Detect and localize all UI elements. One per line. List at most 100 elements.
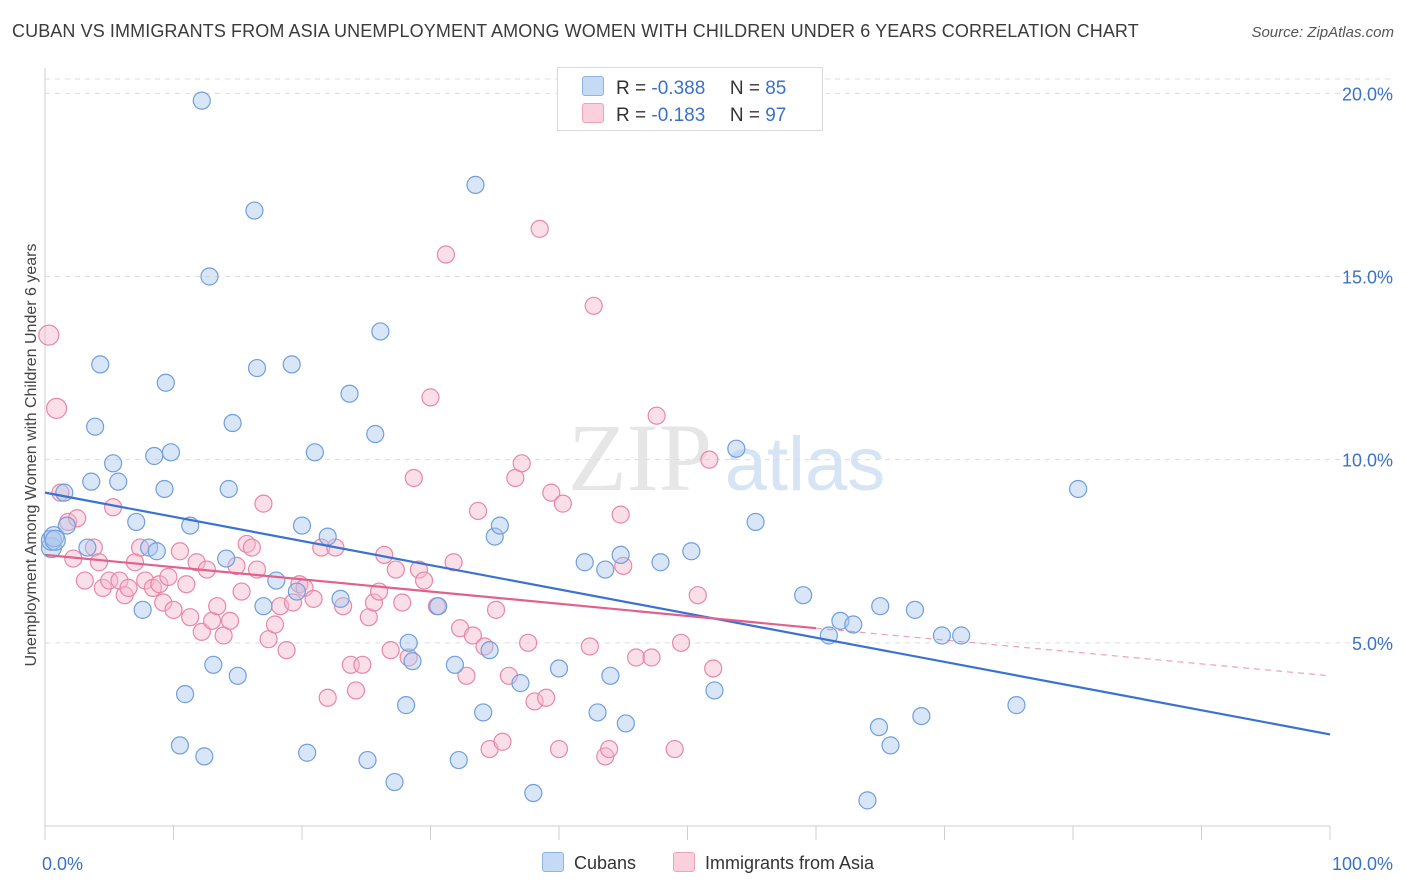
cubans-point xyxy=(55,483,74,502)
asia-point xyxy=(75,571,94,590)
asia-point xyxy=(45,397,68,419)
asia-point xyxy=(242,538,261,557)
cubans-point xyxy=(175,685,195,704)
asia-point xyxy=(381,641,400,660)
y-tick-label: 5.0% xyxy=(1352,634,1393,654)
cubans-point xyxy=(858,791,877,810)
watermark-atlas: atlas xyxy=(725,422,886,507)
data-points xyxy=(38,91,1088,810)
asia-point xyxy=(537,688,556,707)
cubans-point xyxy=(195,747,214,766)
watermark: ZIP atlas xyxy=(568,404,885,511)
asia-point xyxy=(68,509,87,528)
cubans-point xyxy=(794,586,813,605)
cubans-point xyxy=(524,783,543,803)
cubans-point xyxy=(200,267,219,286)
cubans-point xyxy=(869,717,889,737)
cubans-point xyxy=(247,358,267,378)
cubans-point xyxy=(429,597,448,616)
cubans-point xyxy=(287,582,306,601)
asia-point xyxy=(227,556,246,575)
cubans-point xyxy=(1069,479,1088,499)
asia-point xyxy=(404,468,423,488)
asia-point xyxy=(386,560,405,579)
cubans-point xyxy=(403,652,422,671)
cubans-point xyxy=(86,417,105,436)
cubans-point xyxy=(881,736,900,755)
cubans-point xyxy=(104,454,123,473)
legend-swatch-cubans xyxy=(582,76,604,96)
cubans-point xyxy=(170,736,190,755)
cubans-point xyxy=(192,91,211,110)
bottom-legend-label: Cubans xyxy=(574,853,637,873)
asia-point xyxy=(580,637,599,656)
legend-n-value: 97 xyxy=(765,105,787,126)
trend-lines xyxy=(44,491,1331,736)
cubans-point xyxy=(511,674,530,693)
asia-point xyxy=(353,655,372,674)
cubans-point xyxy=(156,373,175,392)
chart-source: Source: ZipAtlas.com xyxy=(1251,24,1394,41)
asia-point xyxy=(642,648,661,667)
cubans-point xyxy=(746,512,765,532)
asia-point xyxy=(671,633,691,652)
legend-row-cubans: R = -0.388 N = 85 xyxy=(582,76,786,100)
asia-point xyxy=(549,739,569,759)
asia-point xyxy=(277,641,296,660)
cubans-point xyxy=(366,424,385,444)
cubans-point xyxy=(127,512,146,532)
asia-point xyxy=(181,608,200,627)
asia-point xyxy=(421,388,440,407)
asia-point xyxy=(519,633,538,652)
cubans-point xyxy=(485,527,504,546)
cubans-point xyxy=(445,655,465,674)
cubans-point xyxy=(871,597,890,616)
cubans-point xyxy=(217,549,236,568)
cubans-point xyxy=(682,542,701,561)
asia-point xyxy=(614,556,633,575)
asia-point xyxy=(164,600,183,619)
asia-point xyxy=(38,324,60,346)
cubans-point xyxy=(82,472,101,491)
cubans-point xyxy=(91,355,110,374)
grid-lines xyxy=(45,78,1390,644)
asia-point xyxy=(254,494,273,513)
asia-point xyxy=(220,611,240,630)
asia-point xyxy=(530,219,549,238)
cubans-point xyxy=(292,516,312,535)
cubans-point xyxy=(474,703,493,722)
cubans-point xyxy=(57,516,76,535)
x-tick-label: 0.0% xyxy=(42,854,83,874)
asia-point xyxy=(232,582,251,601)
cubans-point xyxy=(611,545,630,565)
legend-r-label: R = xyxy=(616,105,647,126)
asia-point xyxy=(444,553,463,572)
y-tick-label: 10.0% xyxy=(1342,451,1393,471)
asia-point xyxy=(119,578,138,597)
cubans-point xyxy=(331,589,350,608)
cubans-point xyxy=(588,703,607,722)
cubans-trend-line xyxy=(44,491,1331,736)
cubans-point xyxy=(575,553,594,572)
bottom-legend-swatch-asia xyxy=(673,852,695,872)
cubans-point xyxy=(358,750,377,770)
asia-point xyxy=(93,578,112,597)
asia-point xyxy=(187,553,206,572)
cubans-point xyxy=(371,322,390,341)
asia-point xyxy=(159,567,178,586)
legend-swatch-asia xyxy=(582,103,604,123)
asia-point xyxy=(170,542,190,561)
asia-point xyxy=(136,571,155,590)
cubans-point xyxy=(844,615,863,634)
bottom-legend-label: Immigrants from Asia xyxy=(705,853,875,873)
asia-point xyxy=(542,483,561,502)
cubans-point xyxy=(651,553,670,572)
legend-n-value: 85 xyxy=(765,78,787,99)
bottom-legend-asia: Immigrants from Asia xyxy=(673,852,874,874)
asia-point xyxy=(647,406,666,425)
cubans-point xyxy=(109,472,128,491)
cubans-point xyxy=(466,175,485,195)
cubans-point xyxy=(245,201,264,220)
axes xyxy=(44,68,1331,840)
asia-point xyxy=(364,593,384,612)
